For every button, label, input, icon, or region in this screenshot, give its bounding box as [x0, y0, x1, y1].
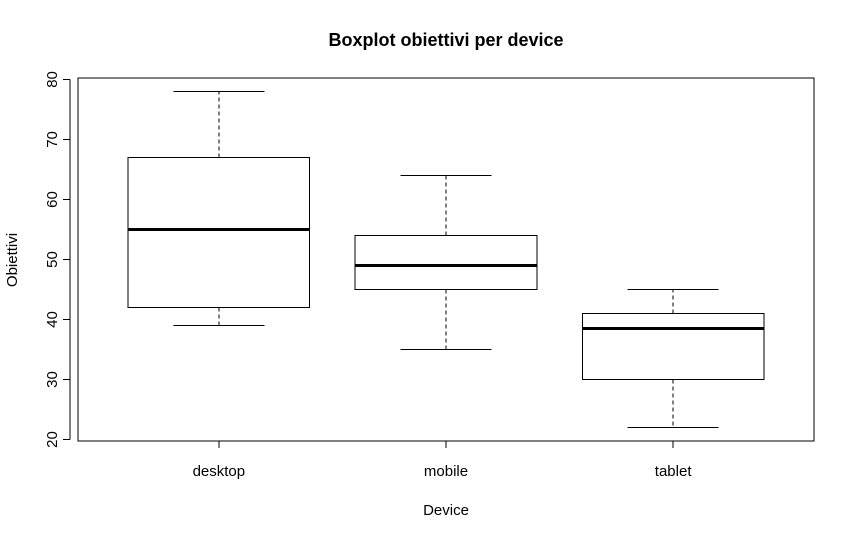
- x-tick-label: tablet: [655, 463, 693, 480]
- box: [127, 156, 311, 309]
- box: [581, 313, 765, 381]
- y-tick-label: 40: [44, 311, 61, 328]
- y-tick-label: 70: [44, 131, 61, 148]
- y-tick-label: 60: [44, 191, 61, 208]
- y-tick-label: 50: [44, 251, 61, 268]
- box: [354, 234, 538, 291]
- x-axis-label: Device: [423, 502, 469, 519]
- x-tick-label: mobile: [424, 463, 468, 480]
- chart-title: Boxplot obiettivi per device: [328, 30, 563, 50]
- y-tick-label: 30: [44, 371, 61, 388]
- y-axis-label: Obiettivi: [4, 233, 21, 287]
- y-tick-label: 20: [44, 431, 61, 448]
- y-tick-label: 80: [44, 71, 61, 88]
- x-tick-label: desktop: [193, 463, 246, 480]
